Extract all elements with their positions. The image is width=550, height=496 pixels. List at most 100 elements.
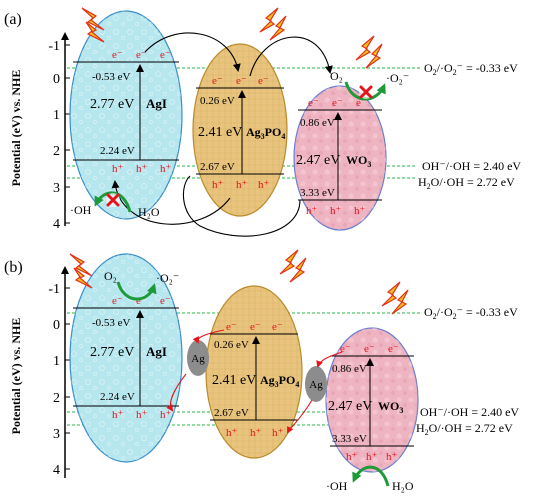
wo3-gap-value: 2.47 eV bbox=[328, 399, 372, 414]
tick-label: 4 bbox=[53, 463, 60, 478]
electron-label: e⁻ bbox=[308, 97, 319, 109]
electron-label: e⁻ bbox=[236, 75, 247, 87]
hole-label: h⁺ bbox=[236, 179, 248, 191]
ag3po4-name: Ag3PO4 bbox=[260, 373, 299, 389]
hole-label: h⁺ bbox=[306, 205, 318, 217]
lightning-icon bbox=[69, 253, 93, 289]
electron-label: e⁻ bbox=[364, 343, 375, 355]
tick-label: 2 bbox=[53, 144, 60, 159]
electron-label: e⁻ bbox=[332, 97, 343, 109]
electron-label: e⁻ bbox=[356, 97, 367, 109]
hole-label: h⁺ bbox=[366, 451, 378, 463]
agi-gap-value: 2.77 eV bbox=[90, 97, 134, 112]
tick-label: 3 bbox=[53, 427, 60, 442]
panel-label: (b) bbox=[4, 259, 23, 276]
electron-label: e⁻ bbox=[136, 295, 147, 307]
hole-label: h⁺ bbox=[330, 205, 342, 217]
tick-label: -1 bbox=[48, 282, 60, 297]
h2o-reference-label: H2O/·OH = 2.72 eV bbox=[416, 421, 513, 437]
water-label: H₂O bbox=[392, 479, 414, 493]
electron-label: e⁻ bbox=[112, 49, 123, 61]
hole-label: h⁺ bbox=[258, 179, 270, 191]
electron-label: e⁻ bbox=[212, 75, 223, 87]
electron-transfer-arrows bbox=[166, 329, 343, 434]
hole-label: h⁺ bbox=[112, 409, 124, 421]
o2-label: O₂ bbox=[330, 69, 343, 83]
tick-label: -1 bbox=[48, 39, 60, 54]
hole-label: h⁺ bbox=[272, 427, 284, 439]
electron-label: e⁻ bbox=[340, 343, 351, 355]
electron-label: e⁻ bbox=[258, 75, 269, 87]
ag3po4-cb-value: 0.26 eV bbox=[200, 95, 235, 107]
tick-label: 3 bbox=[53, 181, 60, 196]
superoxide-label: ·O₂⁻ bbox=[386, 71, 409, 85]
lightning-icon bbox=[279, 249, 307, 283]
axis-ticks: -1 0 1 2 3 4 bbox=[48, 282, 70, 478]
agi-semiconductor: e⁻ e⁻ e⁻ -0.53 eV 2.77 eV AgI 2.24 eV h⁺… bbox=[69, 253, 183, 463]
wo3-semiconductor: e⁻ e⁻ e⁻ 0.86 eV 2.47 eV WO3 3.33 eV h⁺ … bbox=[325, 327, 419, 473]
electron-label: e⁻ bbox=[272, 321, 283, 333]
wo3-name: WO3 bbox=[346, 153, 371, 169]
electron-label: e⁻ bbox=[136, 49, 147, 61]
ag3po4-gap-value: 2.41 eV bbox=[198, 125, 242, 140]
lightning-icon bbox=[81, 7, 105, 43]
wo3-vb-value: 3.33 eV bbox=[300, 187, 335, 199]
electron-label: e⁻ bbox=[160, 295, 171, 307]
agi-cb-value: -0.53 eV bbox=[92, 71, 131, 83]
cross-mark-icon bbox=[359, 85, 373, 99]
tick-label: 4 bbox=[53, 217, 60, 232]
electron-label: e⁻ bbox=[388, 343, 399, 355]
hole-label: h⁺ bbox=[160, 163, 172, 175]
hole-label: h⁺ bbox=[136, 163, 148, 175]
axis-ticks: -1 0 1 2 3 4 bbox=[48, 39, 70, 232]
hole-label: h⁺ bbox=[386, 451, 398, 463]
electron-label: e⁻ bbox=[226, 321, 237, 333]
o2-label: O₂ bbox=[104, 269, 117, 283]
panel-a: (a) -1 0 1 2 3 4 Potential (eV) vs. NHE … bbox=[4, 7, 521, 237]
hole-label: h⁺ bbox=[160, 409, 172, 421]
hydroxyl-radical-label: ·OH bbox=[326, 479, 348, 493]
o2-reference-label: O2/·O2⁻ = -0.33 eV bbox=[424, 305, 518, 321]
tick-label: 0 bbox=[53, 72, 60, 87]
agi-gap-value: 2.77 eV bbox=[90, 345, 134, 360]
wo3-cb-value: 0.86 eV bbox=[300, 117, 335, 129]
lightning-icon bbox=[381, 281, 409, 315]
wo3-cb-value: 0.86 eV bbox=[332, 363, 367, 375]
oh-reference-label: OH⁻/·OH = 2.40 eV bbox=[420, 405, 519, 419]
wo3-vb-value: 3.33 eV bbox=[332, 433, 367, 445]
o2-reference-label: O2/·O2⁻ = -0.33 eV bbox=[424, 61, 518, 77]
charge-transfer-arrows bbox=[111, 32, 333, 237]
svg-text:Ag: Ag bbox=[191, 353, 205, 365]
wo3-gap-value: 2.47 eV bbox=[296, 153, 340, 168]
ag3po4-semiconductor: e⁻ e⁻ e⁻ 0.26 eV 2.41 eV Ag3PO4 2.67 eV … bbox=[192, 43, 288, 217]
agi-name: AgI bbox=[146, 344, 167, 359]
panel-label: (a) bbox=[4, 11, 22, 28]
wo3-name: WO3 bbox=[378, 399, 403, 415]
svg-text:Ag: Ag bbox=[309, 379, 323, 391]
ag3po4-cb-value: 0.26 eV bbox=[214, 339, 249, 351]
agi-name: AgI bbox=[146, 96, 167, 111]
y-axis-title: Potential (eV) vs. NHE bbox=[9, 318, 23, 435]
hole-label: h⁺ bbox=[250, 427, 262, 439]
y-axis-title: Potential (eV) vs. NHE bbox=[9, 70, 23, 187]
agi-semiconductor: e⁻ e⁻ e⁻ -0.53 eV 2.77 eV AgI 2.24 eV h⁺… bbox=[69, 10, 183, 220]
wo3-semiconductor: e⁻ e⁻ e⁻ 0.86 eV 2.47 eV WO3 3.33 eV h⁺ … bbox=[293, 85, 387, 231]
agi-vb-value: 2.24 eV bbox=[100, 391, 135, 403]
ag3po4-vb-value: 2.67 eV bbox=[200, 161, 235, 173]
ag3po4-name: Ag3PO4 bbox=[246, 125, 285, 141]
lightning-icon bbox=[259, 7, 287, 41]
panel-b: (b) -1 0 1 2 3 4 Potential (eV) vs. NHE … bbox=[4, 249, 519, 493]
tick-label: 1 bbox=[53, 354, 60, 369]
agi-vb-value: 2.24 eV bbox=[100, 145, 135, 157]
tick-label: 1 bbox=[53, 108, 60, 123]
water-label: H₂O bbox=[138, 205, 160, 219]
agi-cb-value: -0.53 eV bbox=[92, 317, 131, 329]
h2o-reference-label: H2O/·OH = 2.72 eV bbox=[418, 175, 515, 191]
hole-label: h⁺ bbox=[112, 163, 124, 175]
ag3po4-vb-value: 2.67 eV bbox=[214, 407, 249, 419]
lightning-icon bbox=[355, 35, 383, 69]
ag-nanoparticle: Ag bbox=[187, 340, 209, 376]
electron-label: e⁻ bbox=[160, 49, 171, 61]
tick-label: 2 bbox=[53, 391, 60, 406]
